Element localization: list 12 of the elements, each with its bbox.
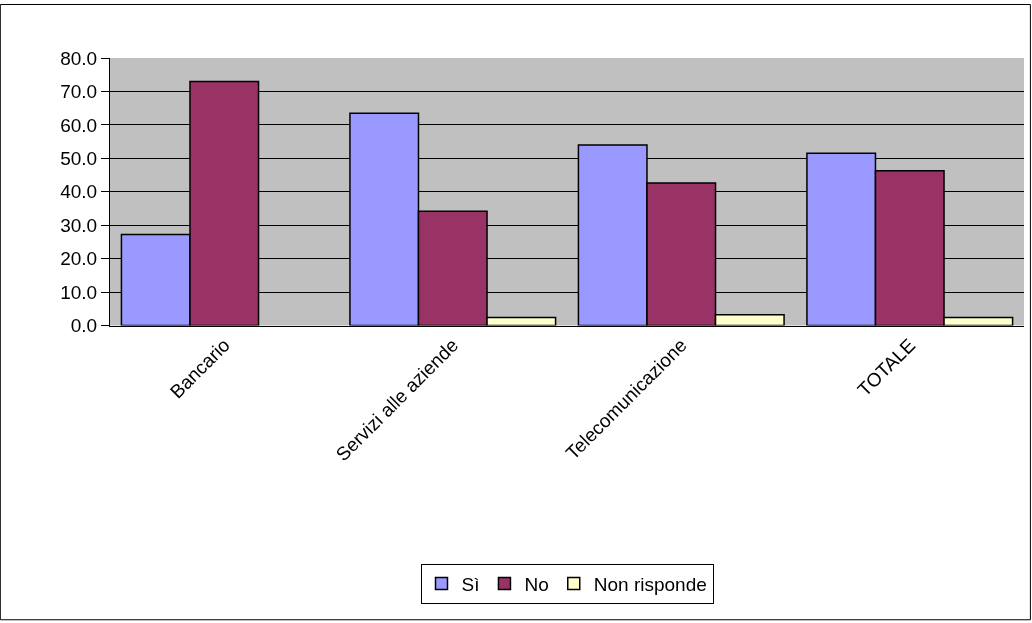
legend-label: Sì: [461, 573, 480, 595]
y-tick-label: 0.0: [70, 315, 98, 337]
y-tick-label: 80.0: [60, 47, 98, 69]
y-tick-label: 70.0: [60, 81, 98, 103]
y-tick-label: 50.0: [60, 147, 98, 169]
y-tick-label: 10.0: [60, 281, 98, 303]
y-tick-label: 40.0: [60, 181, 98, 203]
y-tick-label: 60.0: [60, 114, 98, 136]
legend-label: Non risponde: [593, 573, 707, 595]
legend-label: No: [524, 573, 549, 595]
y-tick-label: 30.0: [60, 214, 98, 236]
y-tick-label: 20.0: [60, 248, 98, 270]
